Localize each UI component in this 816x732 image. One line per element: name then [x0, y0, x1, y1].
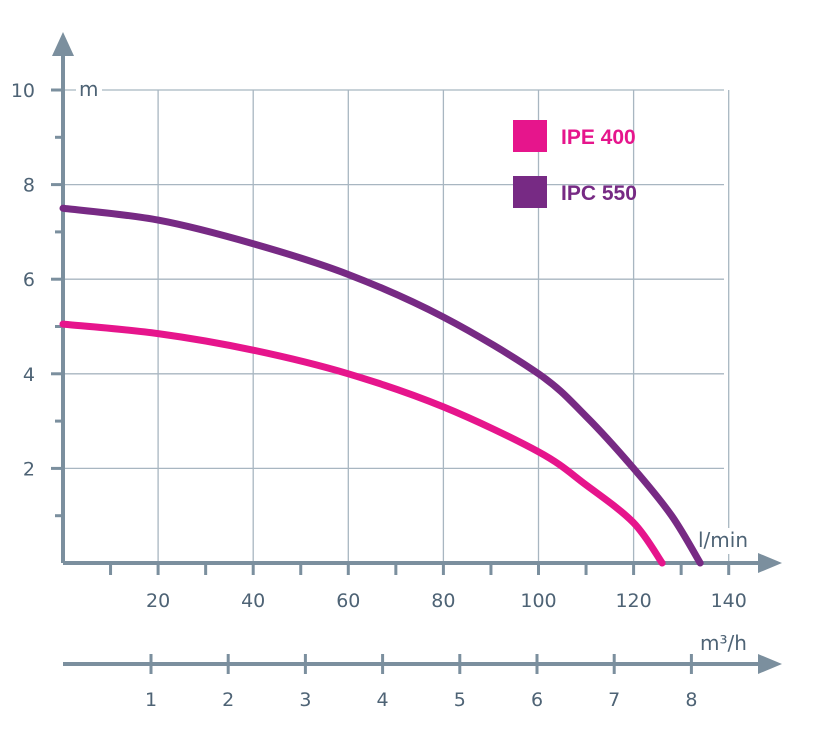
- grid: [63, 89, 730, 563]
- x-axis-arrow: [758, 553, 782, 573]
- x-tick-label: 60: [336, 590, 360, 612]
- y-tick-label: 2: [23, 458, 35, 480]
- secondary-tick-label: 3: [299, 689, 311, 711]
- y-tick-label: 6: [23, 269, 35, 291]
- secondary-axis-m3h: 1 2 3 4 5 6 7 8 m³/h: [63, 631, 782, 711]
- legend-swatch-ipc-550: [513, 176, 547, 208]
- x-axis-label: l/min: [698, 528, 748, 552]
- x-tick-label: 40: [241, 590, 265, 612]
- secondary-tick-label: 2: [222, 689, 234, 711]
- x-tick-label: 20: [146, 590, 170, 612]
- legend-label-ipe-400: IPE 400: [561, 126, 636, 149]
- y-axis-label-bg: [76, 78, 102, 102]
- secondary-axis-label: m³/h: [700, 631, 747, 655]
- series-line-ipe-400: [59, 320, 666, 567]
- series-line-ipc-550: [59, 204, 704, 567]
- secondary-tick-label: 4: [377, 689, 389, 711]
- secondary-tick-label: 8: [685, 689, 697, 711]
- y-tick-label: 10: [11, 80, 35, 102]
- secondary-tick-label: 6: [531, 689, 543, 711]
- x-tick-label: 140: [711, 590, 747, 612]
- secondary-axis-arrow: [758, 654, 782, 674]
- legend-label-ipc-550: IPC 550: [561, 182, 637, 205]
- legend: IPE 400 IPC 550: [513, 120, 637, 208]
- x-tick-label: 120: [615, 590, 651, 612]
- axes: 2 4 6 8 10 20 40 60 80 100 120 140 m l/min: [11, 32, 782, 612]
- secondary-tick-label: 5: [454, 689, 466, 711]
- x-axis-label-bg: [694, 528, 756, 554]
- secondary-tick-label: 7: [608, 689, 620, 711]
- y-axis-arrow: [52, 32, 74, 56]
- x-tick-label: 80: [431, 590, 455, 612]
- x-tick-label: 100: [520, 590, 556, 612]
- series-curves: [59, 204, 704, 567]
- y-tick-label: 8: [23, 175, 35, 197]
- y-axis-label: m: [79, 77, 98, 101]
- legend-swatch-ipe-400: [513, 120, 547, 152]
- y-tick-label: 4: [23, 364, 35, 386]
- secondary-tick-label: 1: [145, 689, 157, 711]
